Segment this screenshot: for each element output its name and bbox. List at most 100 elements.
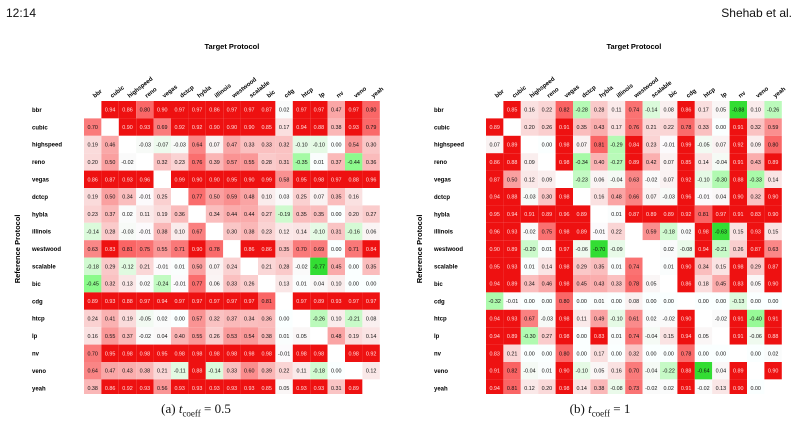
cell-value: 0.07 [663, 177, 674, 183]
cell-value: 0.21 [140, 264, 151, 270]
cell-value: 0.89 [489, 125, 500, 131]
heatmap-cell [205, 118, 224, 136]
heatmap-cell [310, 188, 328, 206]
heatmap-cell [118, 257, 137, 275]
heatmap-cell [625, 153, 643, 171]
heatmap-cell [205, 135, 224, 154]
cell-value: -0.03 [663, 195, 675, 201]
heatmap-cell [118, 379, 137, 394]
cell-value: 0.75 [140, 247, 151, 253]
cell-value: 0.48 [244, 195, 255, 201]
heatmap-cell [590, 327, 608, 345]
cell-value: 0.89 [348, 386, 359, 392]
cell-value: 0.93 [227, 386, 238, 392]
cell-value: -0.45 [87, 282, 99, 288]
cell-value: 0.80 [559, 299, 570, 305]
cell-value: 0.01 [296, 282, 307, 288]
cell-value: 0.70 [296, 247, 307, 253]
cell-value: 0.05 [296, 334, 307, 340]
cell-value: 0.21 [646, 125, 657, 131]
heatmap-cell [607, 379, 626, 394]
heatmap-cell [275, 170, 293, 188]
col-label-bbr: bbr [92, 88, 104, 99]
cell-value: 0.91 [733, 160, 744, 166]
col-label-lp: lp [720, 91, 728, 99]
cell-value: 0.34 [244, 317, 255, 323]
cell-value: 0.08 [629, 299, 640, 305]
heatmap-cell [642, 292, 660, 310]
cell-value: 0.93 [140, 386, 151, 392]
heatmap-cell [520, 188, 539, 206]
cell-value: 0.00 [716, 125, 727, 131]
heatmap-cell [153, 292, 171, 310]
heatmap-cell [625, 170, 643, 188]
heatmap-cell [712, 344, 730, 362]
heatmap-cell [84, 362, 102, 380]
cell-value: 0.35 [296, 212, 307, 218]
cell-value: 0.39 [209, 160, 220, 166]
caption-b-label: (b) [569, 401, 585, 416]
heatmap-cell [223, 344, 241, 362]
cell-value: 0.92 [681, 212, 692, 218]
heatmap-cell [694, 327, 713, 345]
cell-value: 0.50 [105, 160, 116, 166]
heatmap-cell [573, 240, 591, 258]
heatmap-cell [362, 379, 380, 394]
cell-value: 0.47 [331, 108, 342, 114]
cell-value: 0.32 [750, 195, 761, 201]
cell-value: 0.90 [681, 317, 692, 323]
cell-value: 0.36 [174, 212, 185, 218]
heatmap-cell [555, 188, 573, 206]
row-label-westwood: westwood [433, 247, 463, 253]
cell-value: 0.29 [105, 264, 116, 270]
heatmap-cell [625, 240, 643, 258]
cell-value: 0.90 [768, 212, 779, 218]
cell-value: 0.00 [576, 351, 587, 357]
heatmap-cell [275, 327, 293, 345]
cell-value: -0.32 [489, 299, 501, 305]
heatmap-cell [153, 118, 171, 136]
cell-value: 0.00 [716, 299, 727, 305]
cell-value: 0.90 [209, 125, 220, 131]
cell-value: 0.35 [576, 125, 587, 131]
heatmap-cell [345, 309, 363, 328]
cell-value: 0.97 [244, 108, 255, 114]
cell-value: 0.23 [174, 160, 185, 166]
heatmap-cell [136, 344, 154, 362]
heatmap-cell [310, 257, 328, 275]
cell-value: 0.30 [366, 143, 377, 149]
heatmap-cell [747, 275, 765, 293]
row-label-westwood: westwood [31, 247, 61, 253]
cell-value: 0.33 [227, 282, 238, 288]
heatmap-cell [764, 188, 782, 206]
row-label-lp: lp [434, 334, 440, 340]
heatmap-title: Target Protocol [606, 42, 661, 51]
cell-value: 0.90 [768, 369, 779, 375]
caption-a: (a) tcoeff = 0.5 [96, 401, 296, 419]
cell-value: 0.86 [261, 247, 272, 253]
heatmap-cell [327, 153, 345, 171]
heatmap-cell [327, 170, 345, 188]
cell-value: 0.67 [524, 317, 535, 323]
heatmap-cell [712, 275, 730, 293]
heatmap-cell [503, 153, 521, 171]
cell-value: 0.93 [296, 386, 307, 392]
heatmap-cell [101, 170, 119, 188]
cell-value: 0.01 [174, 264, 185, 270]
cell-value: 0.94 [489, 317, 500, 323]
cell-value: 0.31 [279, 160, 290, 166]
heatmap-cell [764, 309, 782, 328]
heatmap-cell [660, 275, 678, 293]
cell-value: 0.89 [646, 212, 657, 218]
heatmap-cell [660, 222, 678, 241]
heatmap-cell [729, 275, 747, 293]
cell-value: 0.32 [629, 351, 640, 357]
heatmap-cell [607, 222, 626, 241]
cell-value: 0.60 [244, 369, 255, 375]
cell-value: 0.89 [663, 212, 674, 218]
cell-value: 0.01 [594, 299, 605, 305]
heatmap-cell [153, 170, 171, 188]
cell-value: 0.22 [663, 125, 674, 131]
heatmap-cell [171, 275, 189, 293]
heatmap-cell [258, 344, 276, 362]
